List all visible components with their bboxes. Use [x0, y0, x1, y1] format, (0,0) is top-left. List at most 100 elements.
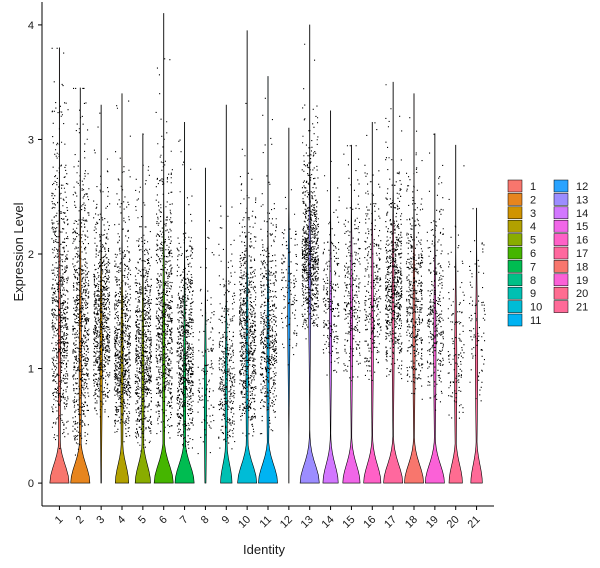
- legend-swatch-5: [507, 233, 523, 246]
- legend-swatch-15: [553, 219, 569, 233]
- x-tick-label: 3: [94, 514, 107, 527]
- jitter-points-15: [343, 145, 361, 382]
- jitter-points-2: [72, 87, 90, 456]
- x-tick-label: 14: [320, 514, 337, 531]
- legend-swatch-18: [553, 260, 569, 273]
- jitter-points-4: [113, 100, 132, 443]
- jitter-points-13: [301, 43, 319, 340]
- jitter-points-19: [426, 133, 444, 411]
- x-tick-label: 20: [445, 514, 462, 531]
- jitter-points-12: [280, 189, 298, 366]
- x-tick-label: 4: [115, 514, 128, 527]
- legend-label-5: 5: [530, 235, 536, 247]
- legend-label-10: 10: [530, 302, 542, 314]
- legend-label-18: 18: [576, 261, 588, 273]
- x-tick-label: 19: [424, 514, 441, 531]
- legend-swatch-12: [553, 179, 569, 193]
- y-ticks: 0 1 2 3 4: [28, 20, 42, 490]
- legend-label-15: 15: [576, 221, 588, 233]
- legend-label-21: 21: [576, 302, 588, 314]
- x-axis-title: Identity: [243, 542, 285, 557]
- jitter-points-7: [176, 139, 194, 452]
- legend-swatch-3: [507, 206, 523, 220]
- violin-15: [342, 144, 361, 484]
- x-tick-label: 21: [466, 514, 483, 531]
- jitter-points-3: [93, 112, 111, 418]
- legend-label-7: 7: [530, 261, 536, 273]
- violin-16: [363, 121, 382, 484]
- jitter-points-1: [51, 47, 69, 450]
- x-tick-label: 12: [278, 514, 295, 531]
- legend-swatch-17: [553, 246, 569, 260]
- legend-swatch-9: [507, 286, 523, 300]
- jitter-points-21: [468, 208, 486, 402]
- x-tick-label: 17: [382, 514, 399, 531]
- x-tick-label: 18: [403, 514, 420, 531]
- violin-5: [134, 133, 151, 484]
- violin-20: [448, 144, 463, 484]
- violin-6: [153, 13, 174, 484]
- jitter-points-11: [259, 97, 278, 435]
- legend-swatch-10: [507, 300, 523, 313]
- y-tick-label: 2: [28, 249, 34, 261]
- y-axis-title: Expression Level: [11, 202, 26, 301]
- legend-label-16: 16: [576, 235, 588, 247]
- y-tick-label: 0: [28, 478, 34, 490]
- y-tick-label: 4: [28, 20, 34, 32]
- x-tick-label: 10: [236, 514, 253, 531]
- jitter-points-layer: [51, 43, 486, 456]
- legend-label-2: 2: [530, 194, 536, 206]
- legend-label-3: 3: [530, 208, 536, 220]
- legend-swatch-7: [507, 260, 523, 273]
- violin-14: [322, 110, 339, 484]
- legend-swatch-13: [553, 193, 569, 206]
- violin-18: [404, 93, 424, 484]
- legend-swatch-19: [553, 273, 569, 287]
- jitter-points-6: [155, 58, 173, 439]
- x-tick-label: 15: [340, 514, 357, 531]
- legend-swatch-8: [507, 273, 523, 287]
- legend-swatch-1: [507, 179, 523, 193]
- legend-label-19: 19: [576, 275, 588, 287]
- legend-swatch-21: [553, 300, 569, 313]
- legend-swatch-11: [507, 313, 523, 327]
- legend-label-4: 4: [530, 221, 536, 233]
- violin-12: [287, 127, 291, 484]
- legend-label-17: 17: [576, 248, 588, 260]
- y-tick-label: 1: [28, 364, 34, 376]
- legend-label-12: 12: [576, 181, 588, 193]
- legend-label-14: 14: [576, 208, 588, 220]
- x-tick-label: 2: [74, 514, 87, 527]
- x-tick-label: 16: [361, 514, 378, 531]
- jitter-points-16: [364, 122, 382, 382]
- legend-label-11: 11: [530, 315, 541, 327]
- x-tick-label: 7: [178, 514, 191, 527]
- legend-swatch-16: [553, 233, 569, 246]
- x-tick-label: 8: [199, 514, 212, 527]
- x-tick-label: 9: [220, 514, 233, 527]
- x-ticks: 1 2 3 4 5 6 7 8 9 10 11 12 13 14 15 16 17 18 19 20 21: [53, 506, 483, 531]
- legend-label-9: 9: [530, 288, 536, 300]
- legend-swatch-20: [553, 286, 569, 300]
- legend-label-8: 8: [530, 275, 536, 287]
- legend-label-1: 1: [530, 181, 536, 193]
- jitter-points-8: [197, 220, 215, 455]
- legend-swatch-2: [507, 193, 523, 206]
- jitter-points-5: [134, 133, 153, 452]
- x-tick-label: 11: [258, 514, 275, 531]
- jitter-points-9: [218, 205, 236, 450]
- violin-8: [203, 167, 207, 484]
- legend-swatch-4: [507, 219, 523, 233]
- legend-swatch-6: [507, 246, 523, 260]
- violin-10: [237, 30, 258, 484]
- x-tick-label: 13: [299, 514, 316, 531]
- violin-layer: [49, 13, 483, 484]
- legend-label-6: 6: [530, 248, 536, 260]
- violin-7: [174, 121, 195, 484]
- x-tick-label: 1: [53, 514, 66, 527]
- legend-label-13: 13: [576, 194, 588, 206]
- legend-label-20: 20: [576, 288, 588, 300]
- violin-4: [114, 93, 130, 484]
